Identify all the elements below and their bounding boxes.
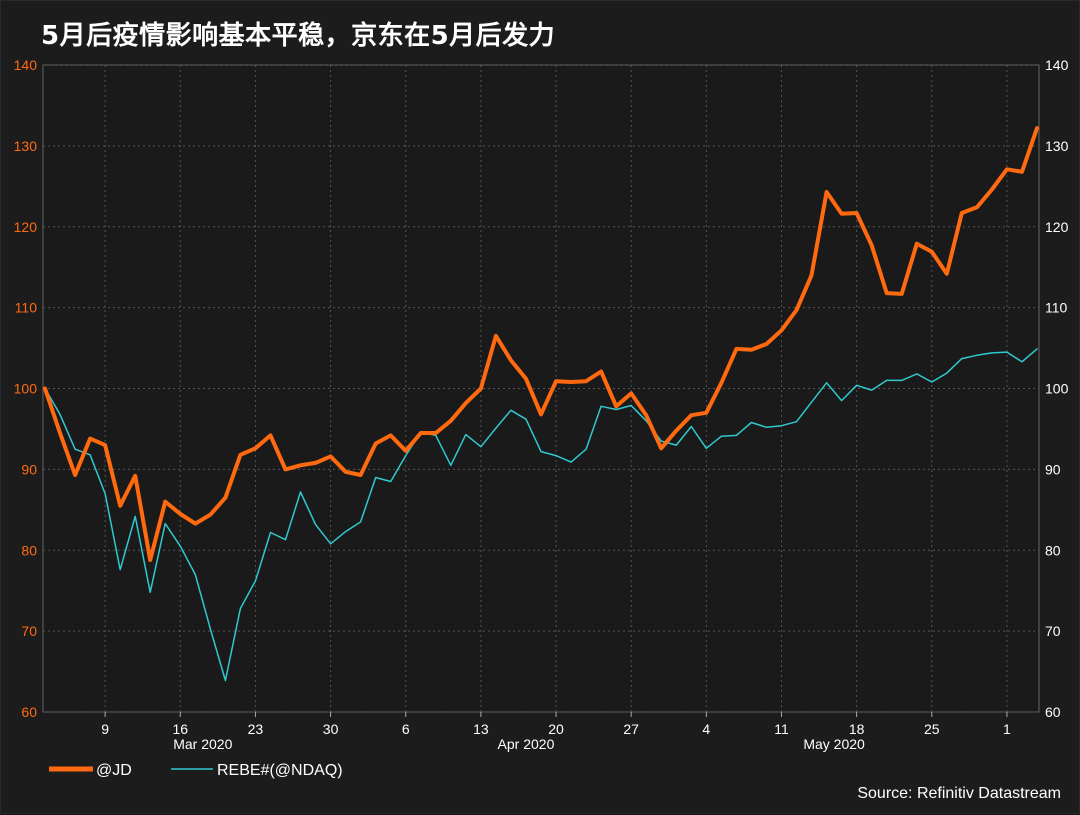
x-tick-label: 9	[101, 721, 109, 737]
y-right-tick-label: 70	[1045, 623, 1061, 639]
x-tick-label: 1	[1003, 721, 1011, 737]
y-right-tick-label: 60	[1045, 704, 1061, 720]
x-tick-label: 6	[402, 721, 410, 737]
y-right-tick-label: 130	[1045, 138, 1069, 154]
y-right-tick-label: 100	[1045, 381, 1069, 397]
legend: @JD REBE#(@NDAQ)	[49, 762, 343, 779]
x-month-label: Apr 2020	[498, 736, 555, 752]
y-right-tick-label: 90	[1045, 461, 1061, 477]
y-right-tick-label: 140	[1045, 57, 1069, 73]
y-left-tick-label: 130	[14, 138, 38, 154]
x-axis: 9 16 23 30 6 13 20 27 4 11 18 25 1 Mar 2020 Apr 2020 Ma…	[101, 712, 1011, 752]
x-tick-label: 25	[924, 721, 940, 737]
x-tick-label: 4	[702, 721, 710, 737]
y-left-tick-label: 140	[14, 57, 38, 73]
series-line-jd	[43, 126, 1039, 562]
source-note: Source: Refinitiv Datastream	[857, 785, 1061, 802]
x-month-label: Mar 2020	[173, 736, 232, 752]
x-month-label: May 2020	[803, 736, 865, 752]
y-left-tick-label: 120	[14, 219, 38, 235]
x-tick-label: 23	[248, 721, 264, 737]
y-left-tick-label: 100	[14, 381, 38, 397]
x-tick-label: 30	[323, 721, 339, 737]
x-tick-label: 11	[774, 721, 789, 737]
y-left-tick-label: 80	[21, 542, 37, 558]
series-line-rebe	[44, 348, 1038, 682]
y-right-tick-label: 120	[1045, 219, 1069, 235]
series-lines	[43, 126, 1039, 682]
x-tick-label: 13	[473, 721, 489, 737]
x-tick-label: 27	[623, 721, 639, 737]
y-right-tick-label: 80	[1045, 542, 1061, 558]
y-left-tick-label: 90	[21, 461, 37, 477]
left-y-axis: 60 70 80 90 100 110 120 130 140	[14, 57, 38, 720]
legend-label-rebe: REBE#(@NDAQ)	[217, 762, 343, 779]
y-left-tick-label: 60	[21, 704, 37, 720]
x-tick-label: 18	[849, 721, 865, 737]
right-y-axis: 60 70 80 90 100 110 120 130 140	[1045, 57, 1069, 720]
x-tick-label: 20	[548, 721, 564, 737]
y-left-tick-label: 70	[21, 623, 37, 639]
x-tick-label: 16	[172, 721, 188, 737]
grid-lines	[43, 64, 1039, 713]
y-right-tick-label: 110	[1045, 300, 1068, 316]
y-left-tick-label: 110	[15, 300, 38, 316]
chart-title: 5月后疫情影响基本平稳，京东在5月后发力	[41, 21, 556, 51]
legend-label-jd: @JD	[96, 762, 132, 779]
